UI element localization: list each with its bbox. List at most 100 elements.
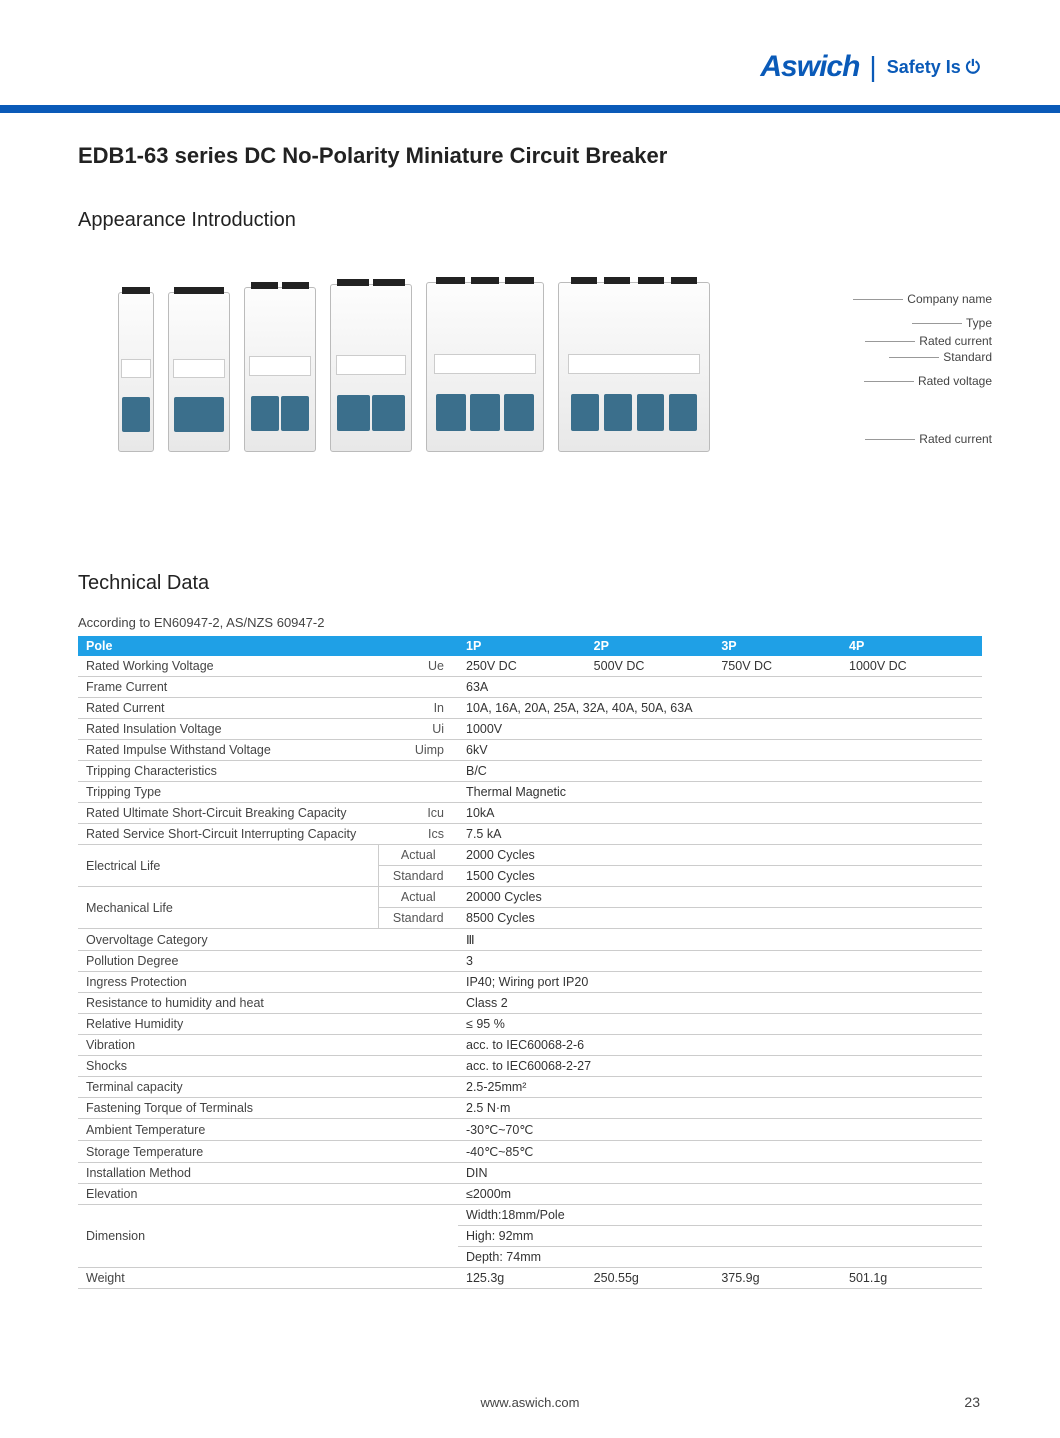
param-symbol xyxy=(378,1077,458,1098)
table-row: Rated Service Short-Circuit Interrupting… xyxy=(78,824,982,845)
product-4p xyxy=(558,282,710,452)
callout-rated-current-2: Rated current xyxy=(919,432,992,446)
brand-slogan: Safety Is ⏻ xyxy=(887,57,980,78)
page-number: 23 xyxy=(964,1394,980,1410)
content: EDB1-63 series DC No-Polarity Miniature … xyxy=(0,113,1060,1329)
cell: 1000V DC xyxy=(841,656,982,677)
table-row: Ambient Temperature -30℃~70℃ xyxy=(78,1119,982,1141)
page-title: EDB1-63 series DC No-Polarity Miniature … xyxy=(78,143,982,169)
param-label: Weight xyxy=(78,1268,378,1289)
callout-type: Type xyxy=(966,316,992,330)
product-2p-b xyxy=(330,284,412,452)
cell: 375.9g xyxy=(713,1268,841,1289)
table-row: Dimension Width:18mm/Pole xyxy=(78,1205,982,1226)
cell: 6kV xyxy=(458,740,982,761)
table-row: Relative Humidity ≤ 95 % xyxy=(78,1014,982,1035)
cell: Thermal Magnetic xyxy=(458,782,982,803)
param-label: Rated Service Short-Circuit Interrupting… xyxy=(78,824,378,845)
cell: ≤ 95 % xyxy=(458,1014,982,1035)
spec-table: Pole 1P 2P 3P 4P Rated Working Voltage U… xyxy=(78,636,982,1289)
table-row: Pollution Degree 3 xyxy=(78,951,982,972)
product-row xyxy=(78,252,982,452)
cell: 10kA xyxy=(458,803,982,824)
table-header-row: Pole 1P 2P 3P 4P xyxy=(78,636,982,656)
brand-divider: | xyxy=(869,51,876,83)
table-row: Weight 125.3g 250.55g 375.9g 501.1g xyxy=(78,1268,982,1289)
cell: B/C xyxy=(458,761,982,782)
param-sub: Standard xyxy=(378,866,458,887)
blue-bar xyxy=(0,105,1060,113)
callout-standard: Standard xyxy=(943,350,992,364)
param-symbol: Ue xyxy=(378,656,458,677)
footer-url: www.aswich.com xyxy=(0,1395,1060,1410)
tech-note: According to EN60947-2, AS/NZS 60947-2 xyxy=(78,615,982,630)
cell: 750V DC xyxy=(713,656,841,677)
slogan-text: Safety Is xyxy=(887,57,966,77)
th-4p: 4P xyxy=(841,636,982,656)
th-3p: 3P xyxy=(713,636,841,656)
th-1p: 1P xyxy=(458,636,586,656)
cell: 250.55g xyxy=(586,1268,714,1289)
section-tech-title: Technical Data xyxy=(78,572,982,595)
header-band: Aswich | Safety Is ⏻ xyxy=(0,0,1060,105)
cell: 1000V xyxy=(458,719,982,740)
param-symbol xyxy=(378,1268,458,1289)
table-row: Rated Current In 10A, 16A, 20A, 25A, 32A… xyxy=(78,698,982,719)
cell: 8500 Cycles xyxy=(458,908,982,929)
table-row: Elevation ≤2000m xyxy=(78,1184,982,1205)
cell: ≤2000m xyxy=(458,1184,982,1205)
power-icon: ⏻ xyxy=(966,57,980,77)
product-2p-a xyxy=(244,287,316,452)
param-label: Tripping Type xyxy=(78,782,378,803)
param-symbol xyxy=(378,929,458,951)
param-label: Ambient Temperature xyxy=(78,1119,378,1141)
param-label: Relative Humidity xyxy=(78,1014,378,1035)
param-symbol: Ics xyxy=(378,824,458,845)
param-symbol xyxy=(378,1119,458,1141)
param-symbol xyxy=(378,993,458,1014)
param-symbol: In xyxy=(378,698,458,719)
table-row: Shocks acc. to IEC60068-2-27 xyxy=(78,1056,982,1077)
cell: High: 92mm xyxy=(458,1226,982,1247)
table-row: Electrical Life Actual 2000 Cycles xyxy=(78,845,982,866)
callout-rated-voltage: Rated voltage xyxy=(918,374,992,388)
param-symbol xyxy=(378,1184,458,1205)
product-1p-a xyxy=(118,292,154,452)
param-symbol xyxy=(378,1141,458,1163)
table-row: Vibration acc. to IEC60068-2-6 xyxy=(78,1035,982,1056)
product-1p-b xyxy=(168,292,230,452)
cell: 2.5 N·m xyxy=(458,1098,982,1119)
param-label: Electrical Life xyxy=(78,845,378,887)
param-symbol: Icu xyxy=(378,803,458,824)
brand-row: Aswich | Safety Is ⏻ xyxy=(760,50,980,84)
cell: IP40; Wiring port IP20 xyxy=(458,972,982,993)
table-row: Overvoltage Category Ⅲ xyxy=(78,929,982,951)
appearance-block: Company name Type Rated current Standard… xyxy=(78,252,982,512)
cell: -30℃~70℃ xyxy=(458,1119,982,1141)
cell: 63A xyxy=(458,677,982,698)
param-symbol: Ui xyxy=(378,719,458,740)
cell: Class 2 xyxy=(458,993,982,1014)
table-row: Installation Method DIN xyxy=(78,1163,982,1184)
param-label: Pollution Degree xyxy=(78,951,378,972)
table-row: Resistance to humidity and heat Class 2 xyxy=(78,993,982,1014)
cell: 10A, 16A, 20A, 25A, 32A, 40A, 50A, 63A xyxy=(458,698,982,719)
cell: 2.5-25mm² xyxy=(458,1077,982,1098)
param-symbol xyxy=(378,782,458,803)
cell: Width:18mm/Pole xyxy=(458,1205,982,1226)
param-symbol: Uimp xyxy=(378,740,458,761)
param-label: Resistance to humidity and heat xyxy=(78,993,378,1014)
param-label: Rated Working Voltage xyxy=(78,656,378,677)
table-row: Tripping Type Thermal Magnetic xyxy=(78,782,982,803)
param-label: Mechanical Life xyxy=(78,887,378,929)
cell: DIN xyxy=(458,1163,982,1184)
cell: 501.1g xyxy=(841,1268,982,1289)
cell: 500V DC xyxy=(586,656,714,677)
param-label: Storage Temperature xyxy=(78,1141,378,1163)
cell: 3 xyxy=(458,951,982,972)
table-row: Storage Temperature -40℃~85℃ xyxy=(78,1141,982,1163)
param-symbol xyxy=(378,677,458,698)
cell: 2000 Cycles xyxy=(458,845,982,866)
cell: 125.3g xyxy=(458,1268,586,1289)
param-sub: Actual xyxy=(378,845,458,866)
